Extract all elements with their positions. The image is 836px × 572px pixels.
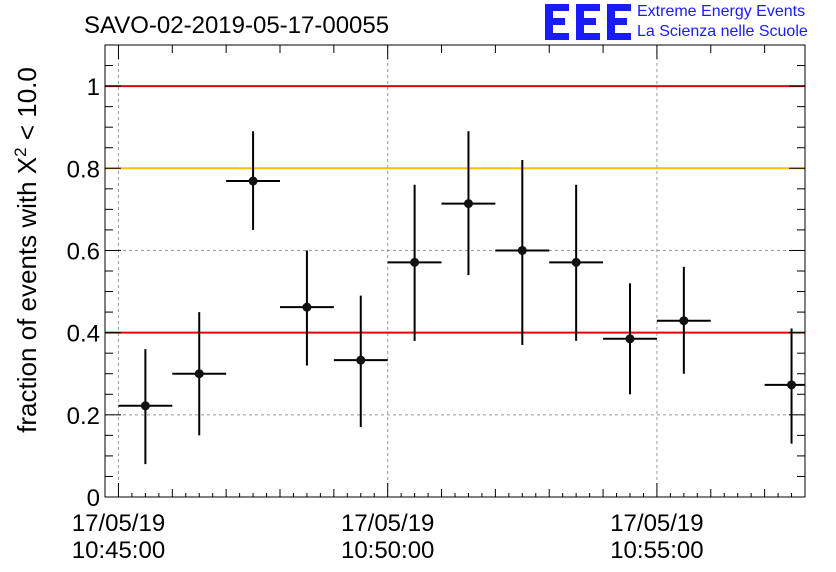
y-tick-label: 1 bbox=[87, 74, 100, 101]
logo-line-1: Extreme Energy Events bbox=[637, 3, 806, 20]
data-point bbox=[302, 302, 312, 312]
chart-title: SAVO-02-2019-05-17-00055 bbox=[84, 12, 389, 39]
y-tick-label: 0.8 bbox=[67, 156, 100, 183]
data-point bbox=[517, 245, 527, 255]
x-tick-label-time: 10:50:00 bbox=[341, 537, 434, 564]
data-point bbox=[625, 334, 635, 344]
x-tick-label-date: 17/05/19 bbox=[341, 510, 434, 537]
eee-logo-icon bbox=[545, 4, 631, 40]
y-axis-label-suffix: < 10.0 bbox=[12, 67, 42, 147]
data-point bbox=[463, 199, 473, 209]
y-tick-label: 0.4 bbox=[67, 321, 100, 348]
data-point bbox=[140, 401, 150, 411]
y-tick-label: 0.6 bbox=[67, 238, 100, 265]
x-tick-label-date: 17/05/19 bbox=[610, 510, 703, 537]
x-tick-label-time: 10:45:00 bbox=[72, 537, 165, 564]
data-point bbox=[356, 355, 366, 365]
svg-text:fraction of events with X2 < 1: fraction of events with X2 < 10.0 bbox=[11, 67, 42, 433]
y-axis-label-prefix: fraction of events with bbox=[12, 174, 42, 433]
y-tick-label: 0 bbox=[87, 485, 100, 512]
data-point bbox=[248, 176, 258, 186]
x-tick-label-time: 10:55:00 bbox=[610, 537, 703, 564]
x-tick-label-date: 17/05/19 bbox=[72, 510, 165, 537]
plot-frame bbox=[104, 44, 806, 498]
data-point bbox=[787, 380, 797, 390]
y-axis-label-symbol: X bbox=[12, 157, 42, 174]
y-tick-label: 0.2 bbox=[67, 403, 100, 430]
data-point bbox=[679, 316, 689, 326]
logo-line-2: La Scienza nelle Scuole bbox=[637, 23, 808, 40]
data-point bbox=[571, 257, 581, 267]
y-axis-label: fraction of events with X2 < 10.0 bbox=[11, 67, 42, 433]
data-point bbox=[194, 369, 204, 379]
data-point bbox=[410, 257, 420, 267]
y-axis-label-superscript: 2 bbox=[11, 147, 30, 156]
plot-area: 00.20.40.60.8117/05/1910:45:0017/05/1910… bbox=[67, 44, 806, 564]
logo-text: Extreme Energy Events La Scienza nelle S… bbox=[637, 2, 808, 42]
